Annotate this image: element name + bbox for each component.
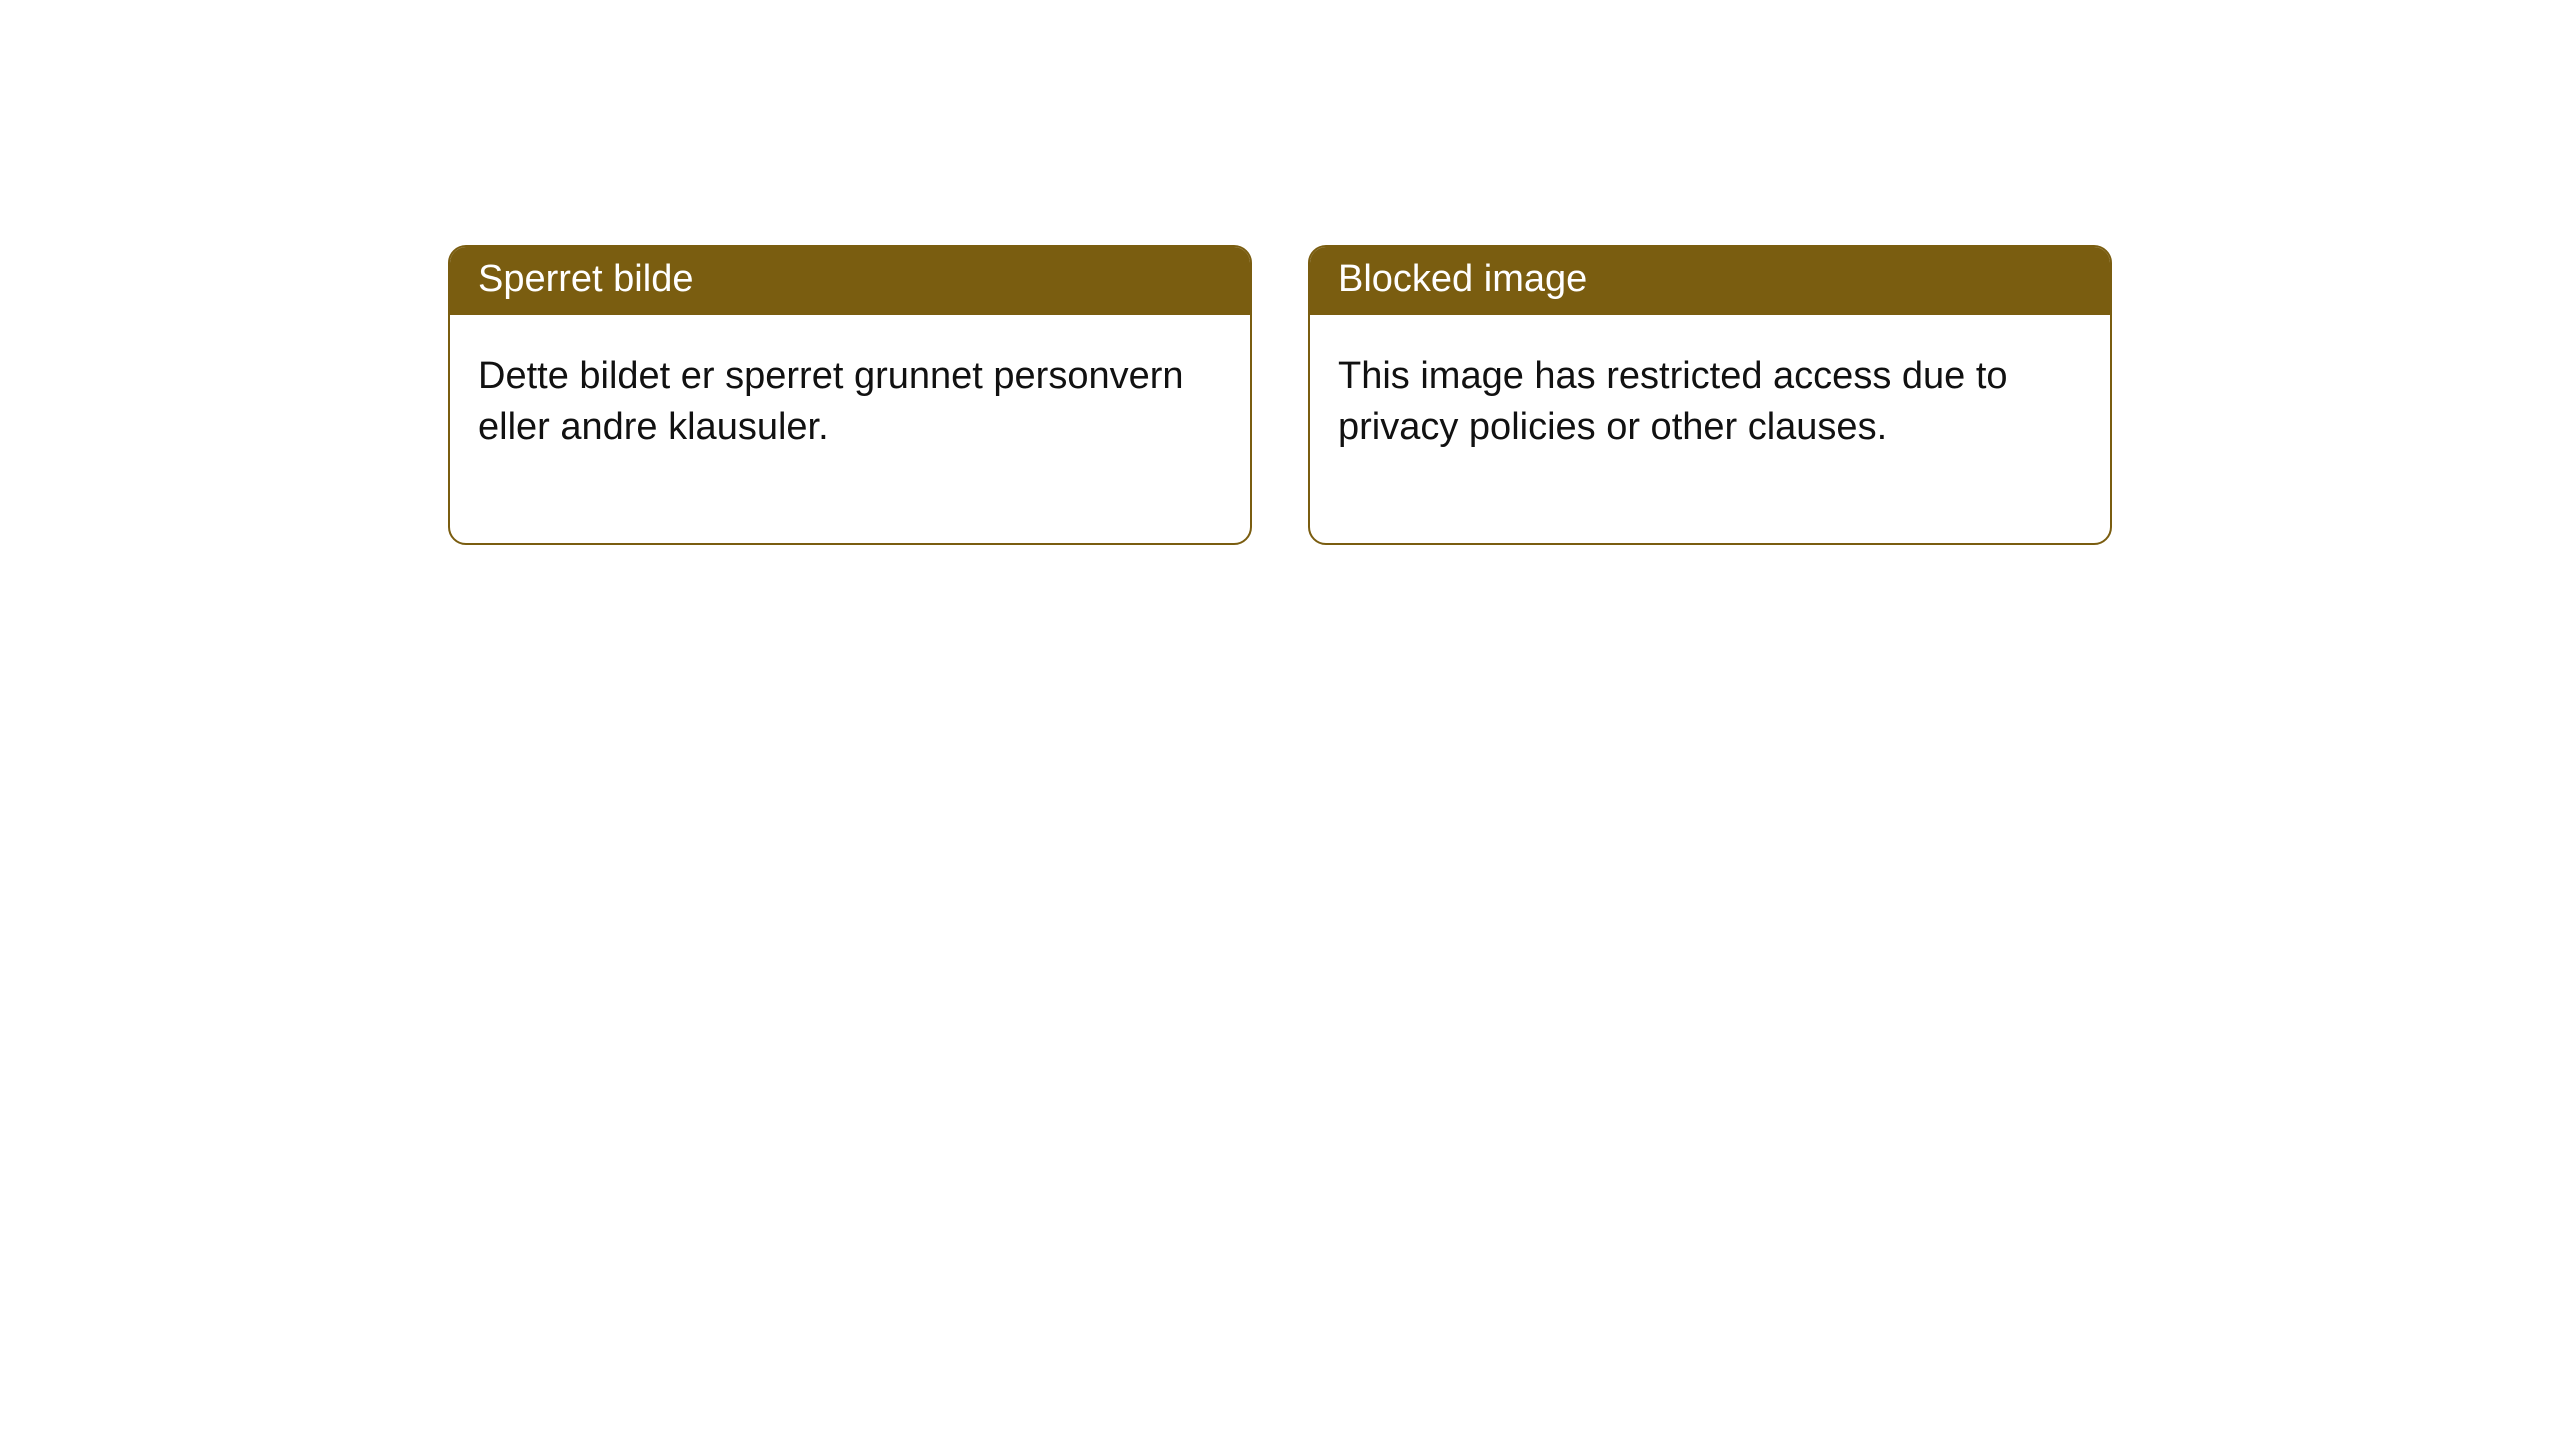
notice-body: This image has restricted access due to … (1310, 315, 2110, 544)
notice-body: Dette bildet er sperret grunnet personve… (450, 315, 1250, 544)
notice-card-english: Blocked image This image has restricted … (1308, 245, 2112, 545)
notice-container: Sperret bilde Dette bildet er sperret gr… (0, 0, 2560, 545)
notice-title: Sperret bilde (450, 247, 1250, 315)
notice-card-norwegian: Sperret bilde Dette bildet er sperret gr… (448, 245, 1252, 545)
notice-title: Blocked image (1310, 247, 2110, 315)
